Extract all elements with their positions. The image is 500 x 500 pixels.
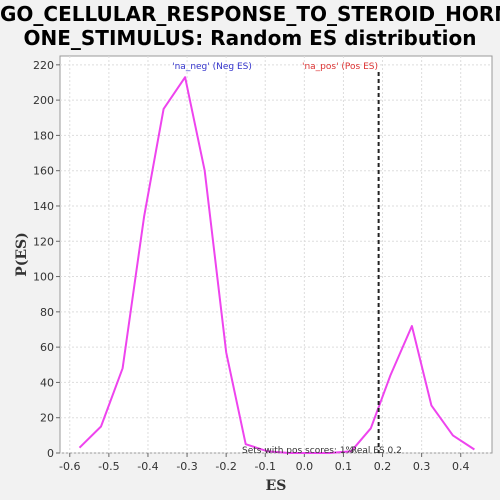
y-tick-label: 0 bbox=[47, 447, 54, 460]
real-es-note: Real ES 0.2 bbox=[351, 446, 402, 456]
x-tick-label: -0.4 bbox=[137, 460, 158, 473]
x-axis-label: ES bbox=[266, 478, 287, 494]
chart-title: GO_CELLULAR_RESPONSE_TO_STEROID_HORM ONE… bbox=[0, 2, 500, 50]
x-tick-label: -0.3 bbox=[176, 460, 197, 473]
x-tick-label: 0.0 bbox=[296, 460, 314, 473]
series-layer bbox=[78, 76, 475, 454]
axis-ticks: -0.6 -0.5 -0.4 -0.3 -0.2 -0.1 0.0 0.1 0.2 0.3 0.4 0… bbox=[33, 59, 469, 473]
y-tick-label: 20 bbox=[40, 412, 54, 425]
x-tick-label: 0.1 bbox=[335, 460, 353, 473]
plot-area bbox=[59, 55, 493, 454]
y-tick-label: 220 bbox=[33, 59, 54, 72]
x-tick-label: 0.4 bbox=[452, 460, 470, 473]
x-tick-label: 0.2 bbox=[374, 460, 392, 473]
x-tick-label: 0.3 bbox=[413, 460, 431, 473]
chart-title-line-2: ONE_STIMULUS: Random ES distribution bbox=[23, 26, 477, 50]
y-tick-label: 180 bbox=[33, 129, 54, 142]
y-tick-label: 200 bbox=[33, 94, 54, 107]
pos-scores-note: Sets with pos scores: 1% bbox=[242, 446, 355, 456]
y-tick-label: 60 bbox=[40, 341, 54, 354]
x-tick-label: -0.6 bbox=[59, 460, 80, 473]
y-tick-label: 80 bbox=[40, 306, 54, 319]
x-tick-label: -0.5 bbox=[98, 460, 119, 473]
legend-neg: 'na_neg' (Neg ES) bbox=[172, 62, 252, 72]
x-tick-label: -0.2 bbox=[215, 460, 236, 473]
x-tick-label: -0.1 bbox=[255, 460, 276, 473]
y-tick-label: 120 bbox=[33, 235, 54, 248]
grid bbox=[60, 56, 492, 454]
y-axis-label: P(ES) bbox=[14, 232, 30, 277]
y-tick-label: 160 bbox=[33, 165, 54, 178]
y-tick-label: 100 bbox=[33, 271, 54, 284]
es-distribution-line bbox=[78, 76, 475, 454]
y-tick-label: 140 bbox=[33, 200, 54, 213]
y-tick-label: 40 bbox=[40, 376, 54, 389]
legend-pos: 'na_pos' (Pos ES) bbox=[302, 62, 378, 72]
chart-title-line-1: GO_CELLULAR_RESPONSE_TO_STEROID_HORM bbox=[0, 2, 500, 26]
